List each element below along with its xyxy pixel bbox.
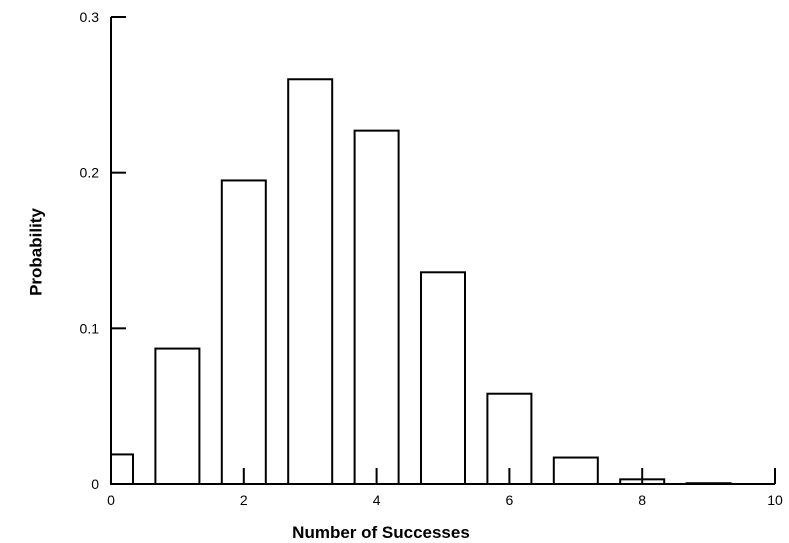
bar-5: [420, 271, 466, 485]
x-axis-label: Number of Successes: [292, 523, 470, 542]
bar-1: [154, 347, 201, 485]
x-tick-label-6: 6: [506, 492, 514, 508]
x-tick-label-10: 10: [767, 492, 783, 508]
y-tick-label-0: 0: [91, 476, 99, 492]
x-tick-label-0: 0: [107, 492, 115, 508]
y-ticks-group: 0 0.1 0.2 0.3: [80, 9, 126, 492]
y-tick-label-0.1: 0.1: [80, 320, 100, 336]
bar-4: [353, 129, 400, 486]
bar-2: [220, 179, 267, 485]
bar-3: [287, 78, 334, 486]
bar-0: [110, 453, 134, 486]
bars-group: [110, 78, 732, 486]
bar-7: [552, 456, 599, 485]
x-tick-label-4: 4: [373, 492, 381, 508]
x-tick-label-8: 8: [638, 492, 646, 508]
x-ticks-group: 0 2 4 6 8 10: [107, 468, 783, 508]
y-axis-label: Probability: [26, 208, 45, 296]
x-tick-label-2: 2: [240, 492, 248, 508]
y-tick-label-0.2: 0.2: [80, 165, 100, 181]
y-tick-label-0.3: 0.3: [80, 9, 100, 25]
